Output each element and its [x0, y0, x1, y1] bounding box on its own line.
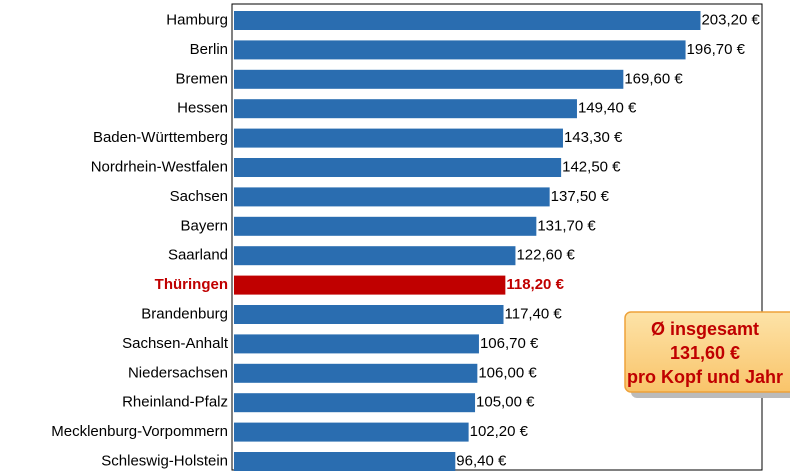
category-label: Baden-Württemberg: [93, 129, 228, 146]
category-label: Bremen: [175, 70, 228, 87]
value-label: 149,40 €: [578, 100, 637, 117]
bar: [234, 99, 577, 119]
category-label: Nordrhein-Westfalen: [91, 158, 228, 175]
value-label: 105,00 €: [476, 394, 535, 411]
value-label: 196,70 €: [687, 41, 746, 58]
bar: [234, 452, 456, 471]
value-label: 142,50 €: [562, 158, 621, 175]
value-label: 106,70 €: [480, 335, 539, 352]
value-label: 106,00 €: [478, 364, 537, 381]
category-label: Schleswig-Holstein: [101, 452, 228, 469]
value-label: 118,20 €: [506, 276, 564, 293]
value-label: 122,60 €: [516, 247, 575, 264]
category-label: Hamburg: [166, 11, 228, 28]
category-label: Brandenburg: [141, 305, 228, 322]
category-label: Thüringen: [155, 276, 228, 293]
annotation-text: 131,60 €: [670, 343, 740, 363]
value-label: 203,20 €: [701, 11, 760, 28]
bar: [234, 305, 504, 324]
bar: [234, 393, 476, 413]
bar: [234, 187, 550, 207]
category-label: Mecklenburg-Vorpommern: [51, 423, 228, 440]
category-label: Sachsen: [170, 188, 228, 205]
bar: [234, 216, 537, 236]
category-label: Hessen: [177, 100, 228, 117]
bar: [234, 40, 686, 60]
bar: [234, 128, 563, 148]
bar: [234, 11, 701, 30]
value-label: 102,20 €: [470, 423, 529, 440]
value-label: 169,60 €: [624, 70, 683, 87]
value-label: 143,30 €: [564, 129, 623, 146]
category-label: Berlin: [190, 41, 228, 58]
value-label: 96,40 €: [456, 452, 507, 469]
bar: [234, 275, 506, 295]
annotation-text: pro Kopf und Jahr: [627, 367, 783, 387]
value-label: 117,40 €: [505, 305, 563, 322]
bar: [234, 158, 562, 177]
category-label: Saarland: [168, 247, 228, 264]
value-label: 137,50 €: [551, 188, 610, 205]
bar: [234, 363, 478, 383]
value-label: 131,70 €: [537, 217, 596, 234]
bar: [234, 246, 516, 266]
plot-frame: [231, 3, 763, 471]
bar: [234, 334, 479, 354]
annotation-text: Ø insgesamt: [651, 319, 759, 339]
bar: [234, 422, 469, 442]
category-label: Rheinland-Pfalz: [122, 394, 228, 411]
bar: [234, 69, 624, 89]
category-label: Bayern: [180, 217, 228, 234]
category-label: Sachsen-Anhalt: [122, 335, 229, 352]
category-label: Niedersachsen: [128, 364, 228, 381]
annotation-box: [624, 311, 790, 393]
